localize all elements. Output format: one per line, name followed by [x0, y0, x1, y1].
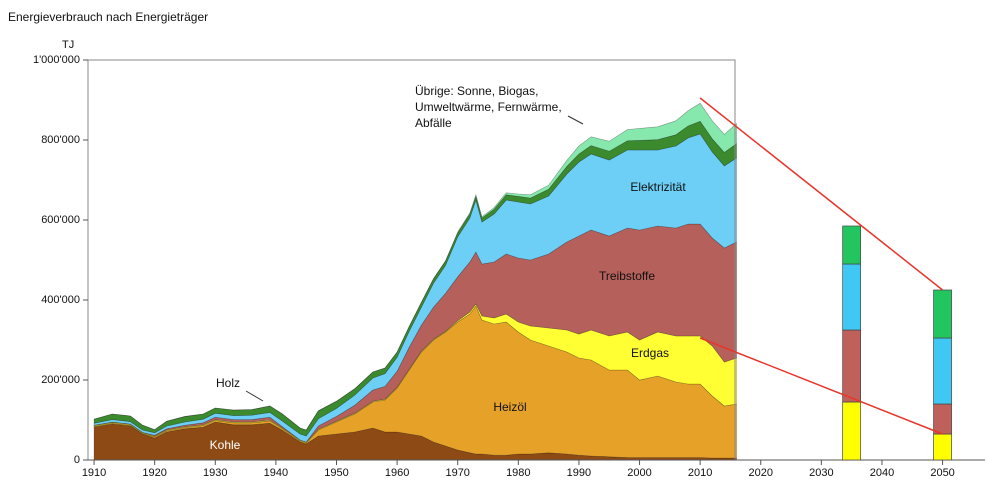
y-tick-label: 1'000'000 — [33, 54, 80, 66]
x-tick-label: 1960 — [385, 467, 409, 479]
y-tick-label: 600'000 — [41, 214, 80, 226]
chart-title: Energieverbrauch nach Energieträger — [8, 10, 208, 24]
series-label: Kohle — [210, 438, 241, 452]
x-tick-label: 2040 — [870, 467, 894, 479]
projection-bar — [842, 225, 862, 265]
projection-bar — [933, 289, 952, 339]
y-tick-label: 800'000 — [41, 134, 80, 146]
projection-line — [699, 97, 944, 291]
label-pointer — [567, 115, 584, 125]
label-pointer — [245, 390, 264, 402]
x-tick-label: 2010 — [688, 467, 712, 479]
x-tick-label: 1980 — [506, 467, 530, 479]
y-tick-label: 400'000 — [41, 294, 80, 306]
series-label: Heizöl — [493, 400, 526, 414]
projection-bar — [842, 401, 862, 461]
projection-bar — [933, 337, 952, 405]
area — [93, 120, 737, 437]
projection-bar — [933, 433, 952, 461]
x-tick-label: 1970 — [445, 467, 469, 479]
x-tick-label: 2030 — [809, 467, 833, 479]
y-tick-label: 200'000 — [41, 374, 80, 386]
x-tick-label: 1990 — [567, 467, 591, 479]
projection-bar — [842, 329, 862, 403]
y-unit: TJ — [62, 39, 74, 51]
area — [93, 102, 737, 431]
series-label: Übrige: Sonne, Biogas, Umweltwärme, Fern… — [415, 84, 562, 130]
x-tick-label: 1930 — [203, 467, 227, 479]
x-tick-label: 2020 — [749, 467, 773, 479]
series-label: Elektrizität — [630, 180, 686, 194]
x-tick-label: 1920 — [142, 467, 166, 479]
series-label: Holz — [216, 376, 240, 390]
x-tick-label: 2050 — [930, 467, 954, 479]
x-tick-label: 1950 — [324, 467, 348, 479]
series-label: Erdgas — [631, 346, 669, 360]
projection-line — [699, 337, 943, 435]
projection-bar — [933, 403, 952, 435]
projection-bar — [842, 263, 862, 331]
y-tick-label: 0 — [74, 454, 80, 466]
series-label: Treibstoffe — [599, 269, 655, 283]
x-tick-label: 1940 — [264, 467, 288, 479]
x-tick-label: 1910 — [82, 467, 106, 479]
x-tick-label: 2000 — [627, 467, 651, 479]
